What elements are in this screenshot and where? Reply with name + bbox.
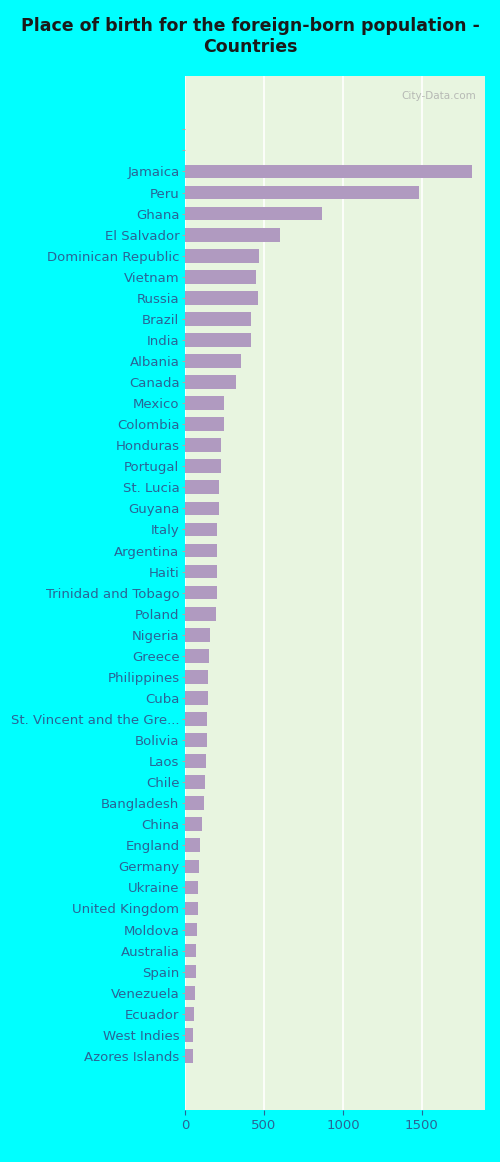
Bar [185, 544, 218, 558]
Text: City-Data.com: City-Data.com [401, 91, 476, 101]
Bar [185, 313, 250, 325]
Bar [185, 944, 196, 957]
Bar [185, 754, 206, 768]
Bar [185, 270, 256, 284]
Bar [185, 165, 472, 178]
Bar [185, 1028, 194, 1041]
Bar [185, 985, 195, 999]
Bar [185, 459, 220, 473]
Bar [185, 502, 219, 515]
Bar [185, 964, 196, 978]
Bar [185, 670, 208, 683]
Bar [185, 648, 210, 662]
Bar [185, 691, 208, 704]
Bar [185, 607, 216, 621]
Bar [185, 627, 210, 641]
Bar [185, 565, 218, 579]
Bar [185, 523, 218, 537]
Bar [185, 333, 250, 346]
Bar [185, 228, 280, 242]
Bar [185, 417, 224, 431]
Bar [185, 396, 224, 410]
Bar [185, 186, 418, 200]
Text: Place of birth for the foreign-born population -
Countries: Place of birth for the foreign-born popu… [20, 17, 479, 56]
Bar [185, 438, 222, 452]
Bar [185, 481, 219, 494]
Bar [185, 860, 199, 873]
Bar [185, 923, 197, 937]
Bar [185, 290, 258, 304]
Bar [185, 354, 241, 368]
Bar [185, 375, 236, 389]
Bar [185, 249, 259, 263]
Bar [185, 586, 216, 600]
Bar [185, 1007, 194, 1020]
Bar [185, 839, 200, 852]
Bar [185, 881, 198, 895]
Bar [185, 902, 198, 916]
Bar [185, 796, 204, 810]
Bar [185, 733, 207, 747]
Bar [185, 775, 205, 789]
Bar [185, 712, 207, 726]
Bar [185, 817, 202, 831]
Bar [185, 207, 322, 221]
Bar [185, 1049, 192, 1063]
